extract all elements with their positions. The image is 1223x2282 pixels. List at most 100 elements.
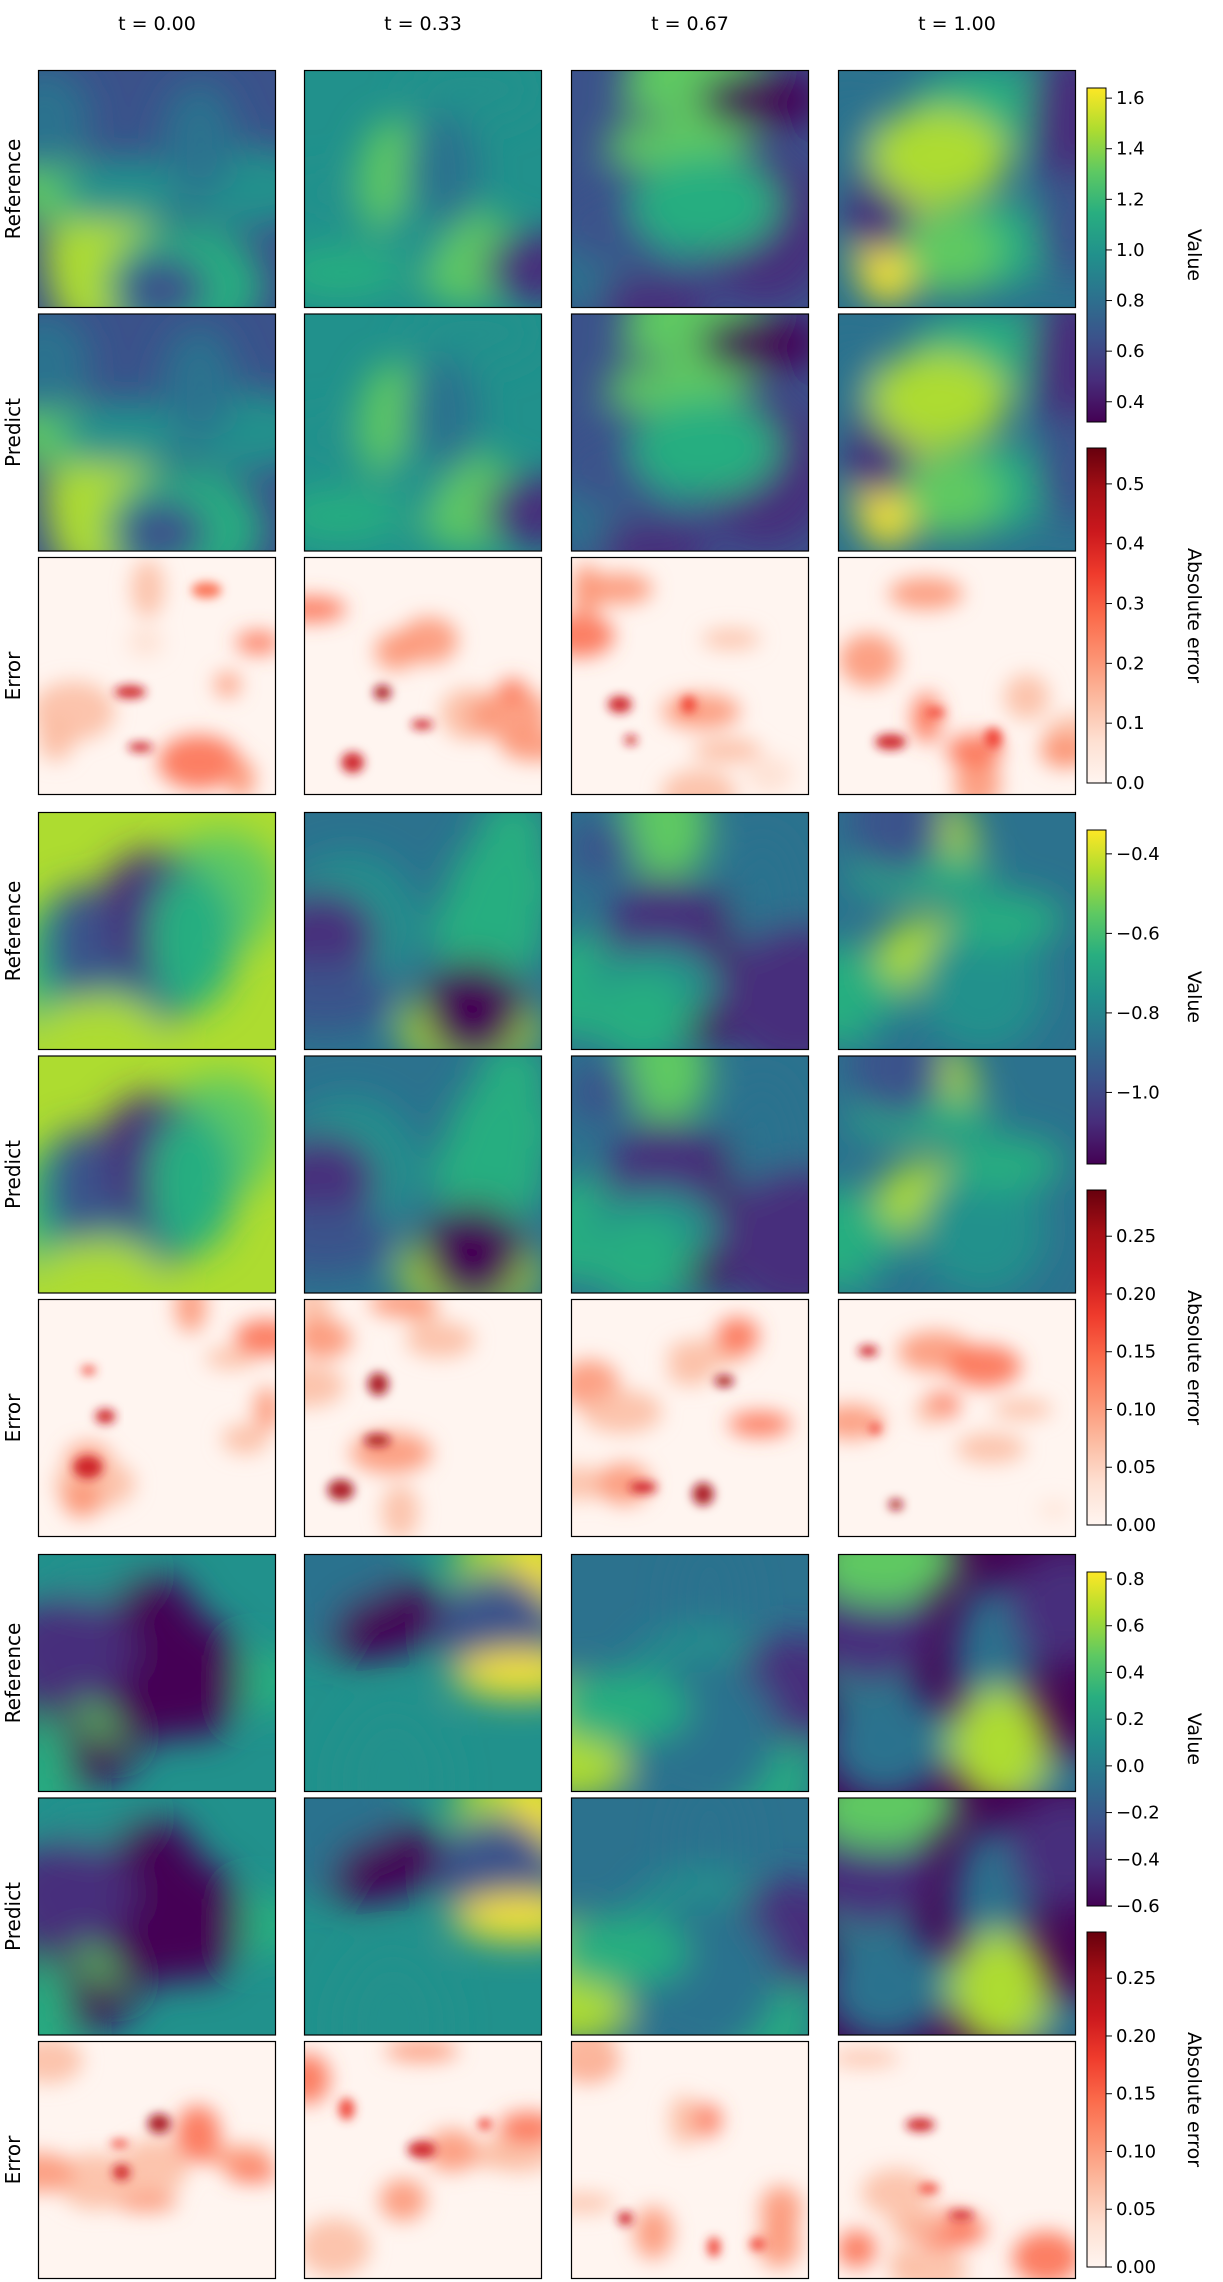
row-label-error-1: Error bbox=[1, 651, 25, 701]
value-colorbar-3-tick-6: 0.6 bbox=[1116, 1616, 1145, 1637]
error-colorbar-2-tick-3: 0.15 bbox=[1116, 1342, 1156, 1363]
column-title-1: t = 0.33 bbox=[384, 13, 462, 35]
error-colorbar-2: 0.00 0.05 0.10 0.15 0.20 0.25 Absolute error bbox=[1086, 1189, 1205, 1536]
row-label-predict-2: Predict bbox=[1, 1140, 25, 1209]
value-colorbar-1: 0.4 0.6 0.8 1.0 1.2 1.4 1.6 Value bbox=[1086, 87, 1205, 423]
value-colorbar-3: −0.6 −0.4 −0.2 0.0 0.2 0.4 0.6 0.8 Value bbox=[1086, 1569, 1205, 1917]
panel-reference-g1-t0 bbox=[37, 69, 277, 309]
error-colorbar-1-tick-1: 0.1 bbox=[1116, 713, 1145, 734]
value-colorbar-1-tick-5: 1.4 bbox=[1116, 139, 1145, 160]
panel-error-g1-t1 bbox=[303, 556, 543, 796]
panel-reference-g1-t3 bbox=[837, 69, 1077, 309]
panel-error-g3-t2 bbox=[570, 2040, 810, 2280]
error-colorbar-3-label: Absolute error bbox=[1183, 2032, 1205, 2167]
error-colorbar-1-tick-4: 0.4 bbox=[1116, 534, 1145, 555]
panel-error-g1-t3 bbox=[837, 556, 1077, 796]
row-labels: Reference Predict Error Reference Predict Err… bbox=[1, 139, 25, 2185]
panel-reference-g2-t1 bbox=[303, 811, 543, 1051]
panel-reference-g3-t2 bbox=[570, 1553, 810, 1793]
column-title-3: t = 1.00 bbox=[918, 13, 996, 35]
panel-reference-g1-t1 bbox=[303, 69, 543, 309]
error-colorbar-1-tick-2: 0.2 bbox=[1116, 653, 1145, 674]
value-colorbar-3-tick-0: −0.6 bbox=[1116, 1896, 1160, 1917]
error-colorbar-2-tick-5: 0.25 bbox=[1116, 1226, 1156, 1247]
error-colorbar-1-tick-5: 0.5 bbox=[1116, 474, 1145, 495]
error-colorbar-1-tick-0: 0.0 bbox=[1116, 773, 1145, 794]
panel-predict-g2-t1 bbox=[303, 1055, 543, 1294]
panel-predict-g1-t1 bbox=[303, 313, 543, 552]
value-colorbar-1-tick-2: 0.8 bbox=[1116, 291, 1145, 312]
panel-reference-g3-t0 bbox=[37, 1553, 277, 1793]
value-colorbar-1-tick-0: 0.4 bbox=[1116, 392, 1145, 413]
column-titles: t = 0.00 t = 0.33 t = 0.67 t = 1.00 bbox=[118, 13, 996, 35]
panel-reference-g3-t1 bbox=[303, 1553, 543, 1793]
panel-error-g2-t1 bbox=[303, 1298, 543, 1538]
value-colorbar-3-tick-1: −0.4 bbox=[1116, 1849, 1160, 1870]
row-label-predict-1: Predict bbox=[1, 398, 25, 467]
value-colorbar-1-tick-3: 1.0 bbox=[1116, 240, 1145, 261]
panel-reference-g2-t0 bbox=[37, 811, 277, 1051]
error-colorbar-3-tick-0: 0.00 bbox=[1116, 2257, 1156, 2278]
value-colorbar-1-tick-4: 1.2 bbox=[1116, 189, 1145, 210]
panel-predict-g2-t2 bbox=[570, 1055, 810, 1294]
panel-predict-g2-t0 bbox=[37, 1055, 277, 1294]
value-colorbar-3-tick-5: 0.4 bbox=[1116, 1662, 1145, 1683]
error-colorbar-2-tick-4: 0.20 bbox=[1116, 1284, 1156, 1305]
panel-error-g1-t0 bbox=[37, 556, 277, 796]
value-colorbar-2: −1.0 −0.8 −0.6 −0.4 Value bbox=[1086, 829, 1205, 1165]
panel-error-g3-t0 bbox=[37, 2040, 277, 2280]
column-title-0: t = 0.00 bbox=[118, 13, 196, 35]
panel-error-g3-t3 bbox=[837, 2040, 1077, 2280]
error-colorbar-1: 0.0 0.1 0.2 0.3 0.4 0.5 Absolute error bbox=[1086, 447, 1205, 794]
panel-error-g2-t2 bbox=[570, 1298, 810, 1538]
value-colorbar-1-label: Value bbox=[1183, 229, 1205, 281]
value-colorbar-3-tick-3: 0.0 bbox=[1116, 1756, 1145, 1777]
error-colorbar-3-tick-1: 0.05 bbox=[1116, 2199, 1156, 2220]
panel-reference-g2-t2 bbox=[570, 811, 810, 1051]
error-colorbar-3-tick-5: 0.25 bbox=[1116, 1968, 1156, 1989]
panel-reference-g3-t3 bbox=[837, 1553, 1077, 1793]
row-label-predict-3: Predict bbox=[1, 1882, 25, 1951]
row-label-error-2: Error bbox=[1, 1393, 25, 1443]
row-label-reference-1: Reference bbox=[1, 139, 25, 240]
panel-predict-g1-t2 bbox=[570, 313, 810, 552]
error-colorbar-2-label: Absolute error bbox=[1183, 1290, 1205, 1425]
heatmap-panels bbox=[37, 69, 1077, 2280]
value-colorbar-1-tick-6: 1.6 bbox=[1116, 88, 1145, 109]
panel-predict-g1-t0 bbox=[37, 313, 277, 552]
panel-reference-g1-t2 bbox=[570, 69, 810, 309]
error-colorbar-1-label: Absolute error bbox=[1183, 548, 1205, 683]
value-colorbar-2-tick-3: −0.4 bbox=[1116, 844, 1160, 865]
value-colorbar-3-label: Value bbox=[1183, 1713, 1205, 1765]
panel-predict-g2-t3 bbox=[837, 1055, 1077, 1294]
panel-predict-g1-t3 bbox=[837, 313, 1077, 552]
value-colorbar-3-tick-7: 0.8 bbox=[1116, 1569, 1145, 1590]
panel-error-g2-t3 bbox=[837, 1298, 1077, 1538]
panel-error-g2-t0 bbox=[37, 1298, 277, 1538]
panel-predict-g3-t1 bbox=[303, 1797, 543, 2036]
error-colorbar-2-tick-2: 0.10 bbox=[1116, 1399, 1156, 1420]
error-colorbar-2-tick-0: 0.00 bbox=[1116, 1515, 1156, 1536]
value-colorbar-2-tick-1: −0.8 bbox=[1116, 1003, 1160, 1024]
row-label-reference-2: Reference bbox=[1, 881, 25, 982]
error-colorbar-3-tick-4: 0.20 bbox=[1116, 2026, 1156, 2047]
panel-error-g1-t2 bbox=[570, 556, 810, 796]
panel-predict-g3-t2 bbox=[570, 1797, 810, 2036]
error-colorbar-3-tick-2: 0.10 bbox=[1116, 2141, 1156, 2162]
panel-predict-g3-t0 bbox=[37, 1797, 277, 2036]
error-colorbar-1-tick-3: 0.3 bbox=[1116, 594, 1145, 615]
panel-predict-g3-t3 bbox=[837, 1797, 1077, 2036]
value-colorbar-1-tick-1: 0.6 bbox=[1116, 341, 1145, 362]
column-title-2: t = 0.67 bbox=[651, 13, 729, 35]
value-colorbar-3-tick-2: −0.2 bbox=[1116, 1803, 1160, 1824]
error-colorbar-2-tick-1: 0.05 bbox=[1116, 1457, 1156, 1478]
error-colorbar-3-tick-3: 0.15 bbox=[1116, 2084, 1156, 2105]
panel-reference-g2-t3 bbox=[837, 811, 1077, 1051]
row-label-reference-3: Reference bbox=[1, 1623, 25, 1724]
error-colorbar-3: 0.00 0.05 0.10 0.15 0.20 0.25 Absolute error bbox=[1086, 1931, 1205, 2278]
colorbars: 0.40.60.81.01.21.41.6Value0.00.10.20.30.… bbox=[1086, 87, 1205, 2278]
value-colorbar-2-tick-0: −1.0 bbox=[1116, 1082, 1160, 1103]
value-colorbar-3-tick-4: 0.2 bbox=[1116, 1709, 1145, 1730]
value-colorbar-2-label: Value bbox=[1183, 971, 1205, 1023]
